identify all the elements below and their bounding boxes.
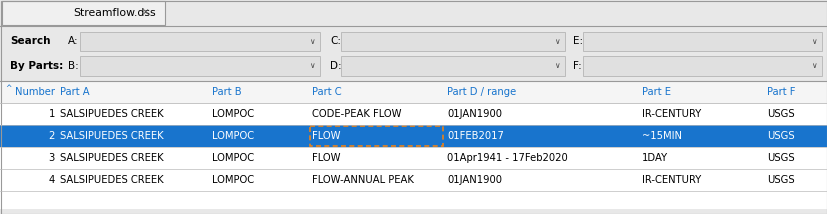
Text: Number: Number <box>15 87 55 97</box>
Bar <box>310 126 443 146</box>
Text: Search: Search <box>10 36 50 46</box>
Bar <box>0 81 827 103</box>
Text: ∨: ∨ <box>554 37 560 46</box>
Text: D:: D: <box>330 61 342 71</box>
Text: 01FEB2017: 01FEB2017 <box>447 131 504 141</box>
Text: Streamflow.dss: Streamflow.dss <box>74 8 156 18</box>
Text: USGS: USGS <box>767 131 795 141</box>
Text: FLOW: FLOW <box>312 131 341 141</box>
Text: LOMPOC: LOMPOC <box>212 153 254 163</box>
Text: ∨: ∨ <box>309 37 315 46</box>
Text: FLOW-ANNUAL PEAK: FLOW-ANNUAL PEAK <box>312 175 414 185</box>
Text: E:: E: <box>573 36 583 46</box>
Text: LOMPOC: LOMPOC <box>212 175 254 185</box>
Bar <box>80 31 320 51</box>
Text: A:: A: <box>68 36 79 46</box>
Text: 1: 1 <box>49 109 55 119</box>
Text: 2: 2 <box>49 131 55 141</box>
Bar <box>80 56 320 76</box>
Text: ~15MIN: ~15MIN <box>642 131 682 141</box>
Text: IR-CENTURY: IR-CENTURY <box>642 109 701 119</box>
Text: USGS: USGS <box>767 175 795 185</box>
Bar <box>0 125 827 147</box>
Text: Part B: Part B <box>212 87 241 97</box>
Text: Part F: Part F <box>767 87 796 97</box>
Text: ∨: ∨ <box>811 37 817 46</box>
Text: SALSIPUEDES CREEK: SALSIPUEDES CREEK <box>60 109 164 119</box>
Text: IR-CENTURY: IR-CENTURY <box>642 175 701 185</box>
Text: CODE-PEAK FLOW: CODE-PEAK FLOW <box>312 109 401 119</box>
Bar <box>583 56 822 76</box>
Text: SALSIPUEDES CREEK: SALSIPUEDES CREEK <box>60 175 164 185</box>
Text: ∨: ∨ <box>309 61 315 70</box>
Text: SALSIPUEDES CREEK: SALSIPUEDES CREEK <box>60 131 164 141</box>
Bar <box>0 26 827 81</box>
Text: ∨: ∨ <box>811 61 817 70</box>
Text: USGS: USGS <box>767 153 795 163</box>
Text: ✕: ✕ <box>141 9 149 18</box>
Text: Part E: Part E <box>642 87 671 97</box>
Bar <box>341 31 565 51</box>
Text: SALSIPUEDES CREEK: SALSIPUEDES CREEK <box>60 153 164 163</box>
Text: B:: B: <box>68 61 79 71</box>
Text: ∨: ∨ <box>554 61 560 70</box>
Text: By Parts:: By Parts: <box>10 61 63 71</box>
Text: F:: F: <box>573 61 581 71</box>
Bar <box>583 31 822 51</box>
Text: 01JAN1900: 01JAN1900 <box>447 175 502 185</box>
Text: Part C: Part C <box>312 87 342 97</box>
Text: Part A: Part A <box>60 87 89 97</box>
Text: FLOW: FLOW <box>312 153 341 163</box>
Text: 01Apr1941 - 17Feb2020: 01Apr1941 - 17Feb2020 <box>447 153 568 163</box>
Text: Part D / range: Part D / range <box>447 87 516 97</box>
Text: 01JAN1900: 01JAN1900 <box>447 109 502 119</box>
Bar <box>0 0 827 26</box>
Text: C:: C: <box>330 36 341 46</box>
Text: USGS: USGS <box>767 109 795 119</box>
Bar <box>2 1 165 25</box>
Text: LOMPOC: LOMPOC <box>212 131 254 141</box>
Text: 1DAY: 1DAY <box>642 153 668 163</box>
Text: 3: 3 <box>49 153 55 163</box>
Bar <box>0 81 827 209</box>
Text: ^: ^ <box>5 83 12 92</box>
Text: 4: 4 <box>49 175 55 185</box>
Text: LOMPOC: LOMPOC <box>212 109 254 119</box>
Bar <box>341 56 565 76</box>
